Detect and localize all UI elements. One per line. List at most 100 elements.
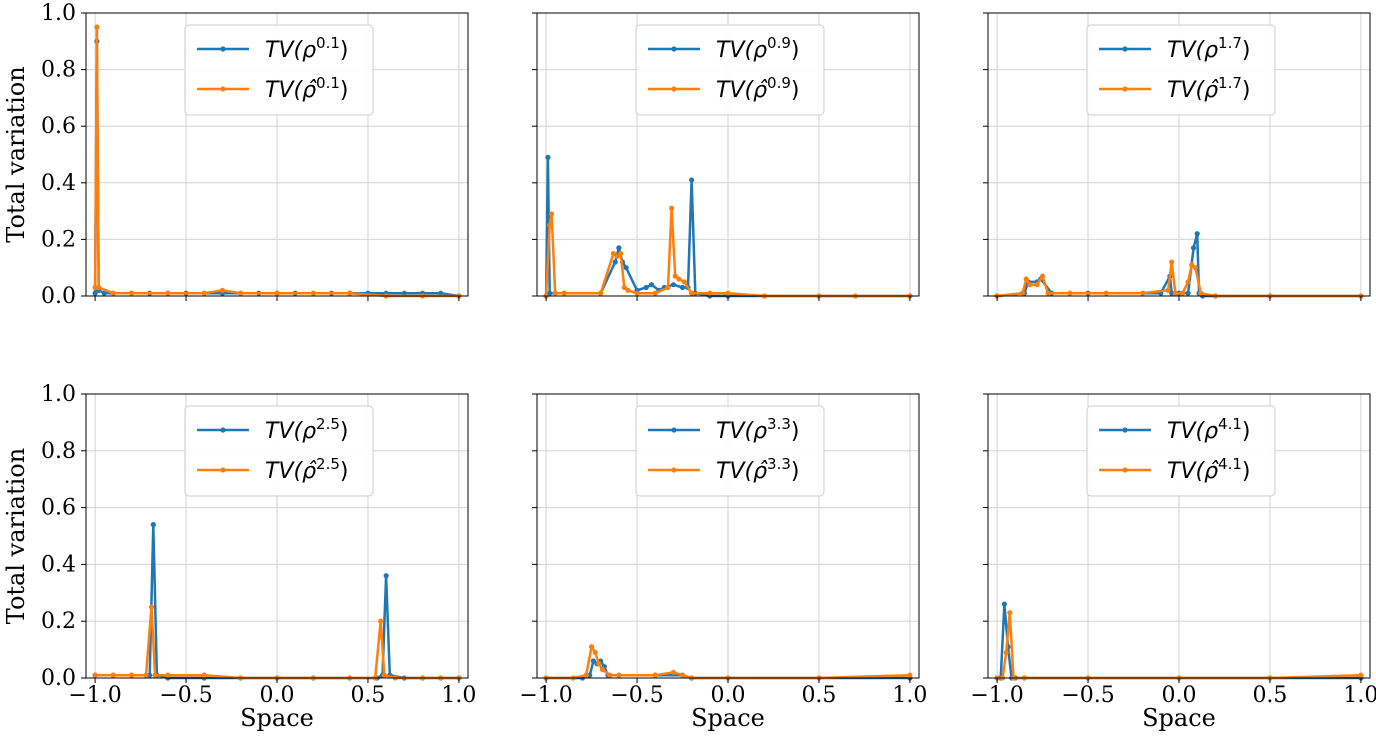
data-point bbox=[612, 259, 618, 265]
y-tick-label: 0.8 bbox=[41, 58, 76, 83]
data-point bbox=[618, 250, 624, 257]
data-point bbox=[165, 672, 171, 678]
x-tick-label: 1.0 bbox=[441, 683, 476, 708]
data-point bbox=[150, 522, 156, 528]
subplot-3: TV(ρ1.7) TV(ρ̂1.7) bbox=[983, 12, 1371, 301]
x-tick-label: 0.5 bbox=[1252, 683, 1287, 708]
data-point bbox=[616, 672, 622, 678]
x-tick-label: −0.5 bbox=[1061, 683, 1114, 708]
data-point bbox=[588, 644, 595, 650]
data-point bbox=[907, 672, 913, 678]
data-point bbox=[378, 618, 384, 624]
legend-item: TV(ρ̂3.3) bbox=[648, 455, 800, 484]
y-tick-label: 1.0 bbox=[41, 382, 76, 407]
data-point bbox=[381, 672, 387, 678]
data-point bbox=[201, 672, 207, 678]
legend-item: TV(ρ4.1) bbox=[1099, 415, 1251, 444]
data-point bbox=[110, 290, 116, 296]
data-point bbox=[670, 282, 677, 288]
data-point bbox=[1189, 262, 1195, 268]
legend-label: TV(ρ0.1) bbox=[265, 34, 349, 63]
legend-box bbox=[184, 24, 374, 116]
data-point bbox=[1198, 290, 1204, 296]
data-point bbox=[96, 284, 102, 291]
legend-marker bbox=[220, 86, 226, 92]
legend-label: TV(ρ1.7) bbox=[1167, 34, 1251, 63]
legend-box bbox=[1086, 24, 1276, 116]
x-axis-label: Space bbox=[1142, 704, 1216, 732]
data-point bbox=[1103, 290, 1109, 296]
legend-marker bbox=[220, 427, 226, 433]
data-point bbox=[1140, 290, 1146, 296]
legend-label: TV(ρ3.3) bbox=[716, 415, 800, 444]
data-point bbox=[587, 672, 593, 678]
data-point bbox=[548, 211, 555, 217]
data-point bbox=[92, 672, 98, 678]
x-tick-label: 0.0 bbox=[260, 683, 295, 708]
data-point bbox=[547, 222, 553, 228]
legend: TV(ρ3.3) TV(ρ̂3.3) bbox=[635, 405, 825, 497]
data-point bbox=[274, 290, 280, 296]
legend-label: TV(ρ0.9) bbox=[716, 34, 800, 63]
subplot-6: −1.0 −0.5 0.0 0.5 1.0 Space TV(ρ4.1) TV(ρ̂4.1) bbox=[970, 393, 1376, 732]
data-point bbox=[128, 672, 135, 678]
data-point bbox=[128, 290, 135, 296]
data-point bbox=[1039, 273, 1046, 279]
subplot-2: TV(ρ0.9) TV(ρ̂0.9) bbox=[532, 12, 920, 301]
data-point bbox=[101, 290, 107, 296]
subplot-1: 0.0 0.2 0.4 0.6 0.8 1.0 Total variation TV(ρ0.1… bbox=[2, 1, 469, 309]
data-point bbox=[652, 290, 658, 296]
data-point bbox=[707, 290, 713, 296]
x-tick-label: 1.0 bbox=[892, 683, 927, 708]
data-point bbox=[1172, 290, 1178, 296]
data-point bbox=[681, 279, 687, 285]
legend-marker bbox=[220, 46, 226, 52]
data-point bbox=[725, 290, 731, 296]
data-point bbox=[625, 287, 631, 293]
x-tick-label: −1.0 bbox=[519, 683, 572, 708]
legend-label: TV(ρ̂0.1) bbox=[265, 74, 349, 103]
data-point bbox=[1192, 265, 1198, 271]
series-2 bbox=[543, 205, 913, 299]
data-point bbox=[383, 573, 389, 579]
data-point bbox=[652, 672, 658, 678]
y-tick-label: 0.0 bbox=[41, 666, 76, 691]
legend-marker bbox=[671, 46, 677, 52]
data-point bbox=[1169, 290, 1175, 296]
x-tick-label: −1.0 bbox=[68, 683, 121, 708]
legend: TV(ρ0.9) TV(ρ̂0.9) bbox=[635, 24, 825, 116]
data-point bbox=[672, 273, 678, 279]
legend-item: TV(ρ1.7) bbox=[1099, 34, 1251, 63]
data-point bbox=[1007, 610, 1013, 616]
data-point bbox=[92, 290, 98, 296]
data-point bbox=[552, 290, 558, 296]
data-point bbox=[165, 290, 171, 296]
y-axis-label: Total variation bbox=[2, 66, 30, 242]
legend-item: TV(ρ̂2.5) bbox=[197, 455, 349, 484]
y-tick-label: 1.0 bbox=[41, 1, 76, 26]
legend-item: TV(ρ2.5) bbox=[197, 415, 349, 444]
data-point bbox=[547, 290, 553, 296]
data-point bbox=[1185, 290, 1191, 296]
x-axis-label: Space bbox=[240, 704, 314, 732]
data-point bbox=[110, 672, 116, 678]
y-tick-label: 0.6 bbox=[41, 496, 76, 521]
data-point bbox=[616, 245, 622, 251]
legend-label: TV(ρ̂2.5) bbox=[265, 455, 349, 484]
data-point bbox=[676, 276, 682, 282]
legend-item: TV(ρ3.3) bbox=[648, 415, 800, 444]
data-point bbox=[219, 287, 226, 293]
legend: TV(ρ1.7) TV(ρ̂1.7) bbox=[1086, 24, 1276, 116]
data-point bbox=[670, 669, 677, 675]
data-point bbox=[599, 666, 606, 673]
y-tick-label: 0.2 bbox=[41, 227, 76, 252]
legend-item: TV(ρ̂1.7) bbox=[1099, 74, 1251, 103]
legend-box bbox=[635, 24, 825, 116]
x-tick-label: −0.5 bbox=[610, 683, 663, 708]
data-point bbox=[201, 290, 207, 296]
data-point bbox=[689, 177, 695, 183]
y-tick-label: 0.6 bbox=[41, 114, 76, 139]
x-tick-label: 0.0 bbox=[711, 683, 746, 708]
data-point bbox=[92, 284, 98, 291]
